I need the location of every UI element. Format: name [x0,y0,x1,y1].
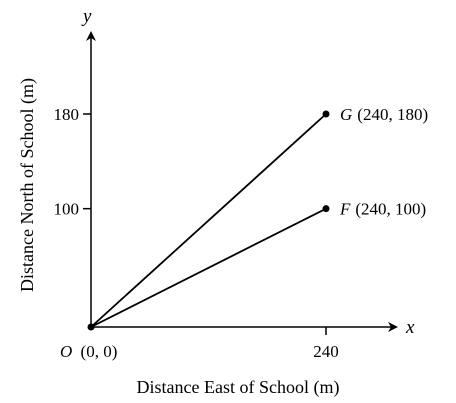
axes: x y [81,6,415,338]
point-label-g: G (240, 180) [340,105,428,124]
svg-text:O (0, 0): O (0, 0) [60,342,117,361]
origin-name: O [60,342,72,361]
y-tick-label: 100 [54,200,80,219]
origin-point [87,323,95,331]
x-axis-letter: x [405,317,415,338]
point-f [322,205,330,213]
x-axis-label: Distance East of School (m) [137,377,340,398]
x-tick-label: 240 [313,342,339,361]
origin-coords: (0, 0) [81,342,118,361]
point-label-f: F (240, 100) [339,200,426,219]
y-tick-label: 180 [54,105,80,124]
segment-o-f [90,207,327,328]
points: G (240, 180) F (240, 100) [87,105,428,331]
point-g [322,110,330,118]
y-axis-letter: y [81,6,92,27]
segments [90,113,327,328]
segment-o-g [90,113,327,328]
origin-label: O (0, 0) [60,342,117,361]
y-axis-label: Distance North of School (m) [17,78,38,292]
ticks: 100 180 240 [54,105,339,361]
